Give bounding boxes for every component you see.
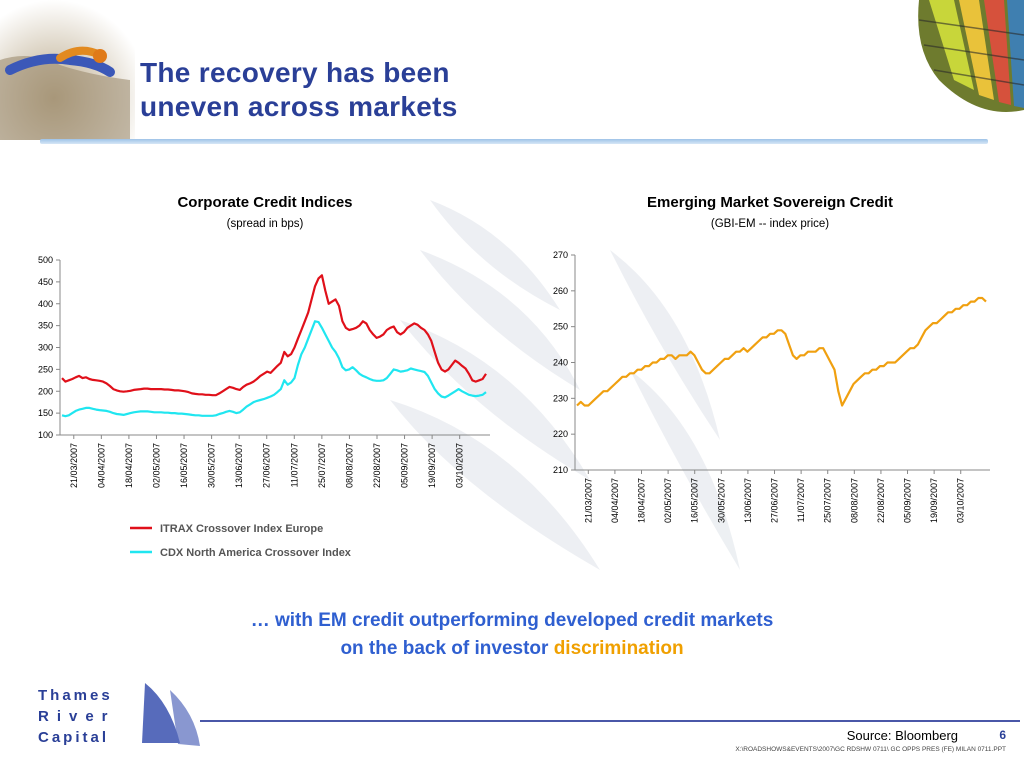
- lizard-photo: [0, 0, 135, 140]
- x-tick-label: 27/06/2007: [770, 478, 780, 523]
- series-line-1: [576, 296, 987, 407]
- title-divider: [40, 139, 988, 144]
- series-line-2: [61, 320, 487, 418]
- x-tick-label: 03/10/2007: [455, 443, 465, 488]
- corporate-credit-chart: 100 150 200 250 300 350 400 450 500 21/03/2007 04/…: [38, 255, 490, 559]
- x-tick-label: 18/04/2007: [124, 443, 134, 488]
- footer-divider: [200, 720, 1020, 722]
- x-tick-label: 08/08/2007: [344, 443, 354, 488]
- y-tick-label: 450: [38, 277, 53, 287]
- y-tick-label: 210: [553, 465, 568, 475]
- y-tick-label: 220: [553, 429, 568, 439]
- x-tick-label: 11/07/2007: [289, 443, 299, 487]
- x-tick-label: 02/05/2007: [151, 443, 161, 488]
- x-tick-label: 19/09/2007: [427, 443, 437, 488]
- y-tick-label: 250: [38, 364, 53, 374]
- logo-line-1: Thames: [38, 687, 113, 704]
- series-line-1: [61, 274, 487, 397]
- x-tick-label: 08/08/2007: [849, 478, 859, 523]
- slide-title: The recovery has been uneven across mark…: [140, 56, 660, 124]
- x-tick-label: 19/09/2007: [929, 478, 939, 523]
- y-tick-label: 240: [553, 358, 568, 368]
- logo-line-3: Capital: [38, 729, 109, 746]
- y-tick-label: 230: [553, 393, 568, 403]
- sail-icon: [142, 683, 200, 746]
- x-tick-label: 25/07/2007: [317, 443, 327, 488]
- left-chart-title: Corporate Credit Indices: [177, 194, 353, 211]
- y-tick-label: 400: [38, 299, 53, 309]
- x-tick-label: 27/06/2007: [262, 443, 272, 488]
- em-sovereign-chart: 210 220 230 240 250 260 270 21/03/2007 04/04/200…: [553, 250, 990, 523]
- y-tick-label: 300: [38, 343, 53, 353]
- file-path: X:\ROADSHOWS&EVENTS\2007\GC RDSHW 0711\ …: [735, 746, 1006, 753]
- x-tick-label: 03/10/2007: [956, 478, 966, 523]
- y-tick-label: 350: [38, 321, 53, 331]
- legend-label-2: CDX North America Crossover Index: [160, 547, 352, 559]
- x-tick-label: 18/04/2007: [637, 478, 647, 523]
- x-tick-label: 30/05/2007: [207, 443, 217, 488]
- y-tick-label: 150: [38, 408, 53, 418]
- thames-river-capital-logo: Thames River Capital: [38, 683, 200, 746]
- conclusion-line-1: … with EM credit outperforming developed…: [250, 610, 774, 631]
- x-tick-label: 05/09/2007: [400, 443, 410, 488]
- left-chart-subtitle: (spread in bps): [226, 218, 304, 230]
- x-tick-label: 13/06/2007: [234, 443, 244, 488]
- x-tick-label: 02/05/2007: [663, 478, 673, 523]
- y-tick-label: 250: [553, 322, 568, 332]
- y-tick-label: 260: [553, 286, 568, 296]
- x-tick-label: 11/07/2007: [796, 478, 806, 522]
- x-tick-label: 22/08/2007: [372, 443, 382, 488]
- y-tick-label: 500: [38, 255, 53, 265]
- slide-title-line-2: uneven across markets: [140, 91, 458, 122]
- y-tick-label: 270: [553, 250, 568, 260]
- source-note: Source: Bloomberg: [846, 728, 958, 743]
- conclusion-line-2: on the back of investor discrimination: [0, 638, 1024, 660]
- conclusion-prefix: on the back of investor: [340, 638, 554, 659]
- x-tick-label: 30/05/2007: [716, 478, 726, 523]
- x-tick-label: 21/03/2007: [583, 478, 593, 523]
- x-tick-label: 05/09/2007: [903, 478, 913, 523]
- right-chart-title: Emerging Market Sovereign Credit: [647, 194, 893, 211]
- x-tick-label: 13/06/2007: [743, 478, 753, 523]
- legend-label-1: ITRAX Crossover Index Europe: [160, 523, 323, 535]
- right-chart-subtitle: (GBI-EM -- index price): [710, 218, 830, 230]
- conclusion-highlight: discrimination: [553, 638, 684, 659]
- x-tick-label: 16/05/2007: [179, 443, 189, 488]
- x-tick-label: 22/08/2007: [876, 478, 886, 523]
- x-tick-label: 25/07/2007: [823, 478, 833, 523]
- x-tick-label: 04/04/2007: [96, 443, 106, 488]
- logo-line-2: River: [38, 708, 116, 725]
- balloon-photo: [899, 0, 1024, 140]
- page-number: 6: [999, 728, 1006, 742]
- x-tick-label: 21/03/2007: [69, 443, 79, 488]
- y-tick-label: 100: [38, 430, 53, 440]
- x-tick-label: 04/04/2007: [610, 478, 620, 523]
- x-tick-label: 16/05/2007: [690, 478, 700, 523]
- y-tick-label: 200: [38, 386, 53, 396]
- slide-title-line-1: The recovery has been: [140, 57, 450, 88]
